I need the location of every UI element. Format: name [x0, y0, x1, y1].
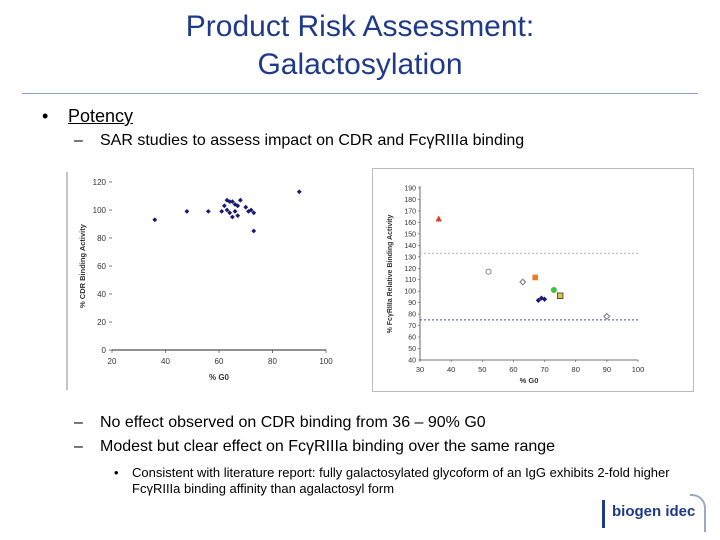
- dash-marker: –: [74, 132, 83, 149]
- fcgr-data-point-open-1: [485, 268, 492, 275]
- y-tick-label: 120: [93, 178, 107, 187]
- y-tick-label: 60: [408, 335, 416, 342]
- y-tick-label: 130: [404, 254, 416, 261]
- literature-text: Consistent with literature report: fully…: [132, 465, 670, 496]
- cdr-data-point: [227, 210, 233, 216]
- fcgr-data-point-open-2: [519, 278, 527, 286]
- y-tick-label: 190: [404, 186, 416, 193]
- x-tick-label: 70: [540, 365, 548, 374]
- x-axis-title: % G0: [520, 376, 539, 385]
- cdr-data-point: [205, 209, 211, 214]
- logo-arc: [690, 494, 706, 532]
- fcgr-data-point-orange: [532, 274, 539, 281]
- biogen-idec-logo: biogen idec: [602, 494, 706, 532]
- cdr-data-point: [219, 209, 225, 214]
- fcgr-data-point-yellow: [556, 292, 564, 299]
- cdr-data-point: [243, 204, 249, 210]
- x-tick-label: 80: [572, 365, 580, 374]
- cdr-data-point: [232, 209, 238, 214]
- x-tick-label: 30: [416, 365, 424, 374]
- cdr-data-point: [224, 207, 230, 213]
- y-tick-label: 180: [404, 197, 416, 204]
- x-tick-label: 50: [478, 365, 486, 374]
- cdr-data-point: [248, 207, 254, 213]
- cdr-data-point: [251, 228, 257, 234]
- sub-bullet-sar-text: SAR studies to assess impact on CDR and …: [100, 132, 525, 149]
- x-tick-label: 40: [447, 365, 455, 374]
- cdr-data-point: [184, 209, 190, 214]
- y-tick-label: 80: [97, 234, 106, 243]
- y-tick-label: 150: [404, 231, 416, 238]
- y-tick-label: 170: [404, 208, 416, 215]
- x-tick-label: 100: [319, 357, 333, 366]
- y-tick-label: 100: [404, 289, 416, 296]
- bullet-potency-text: Potency: [68, 106, 134, 126]
- sub-bullet-cdr-effect-text: No effect observed on CDR binding from 3…: [100, 414, 486, 431]
- sub-bullet-fcgr-effect: – Modest but clear effect on FcγRIIIa bin…: [74, 438, 555, 456]
- cdr-data-point: [152, 217, 158, 223]
- chart-frame: [372, 168, 694, 392]
- x-tick-label: 100: [632, 365, 645, 374]
- x-tick-label: 90: [603, 365, 611, 374]
- y-tick-label: 50: [408, 346, 416, 353]
- fcgr-data-point-navy: [538, 295, 545, 301]
- y-tick-label: 0: [102, 346, 107, 355]
- y-tick-label: 100: [93, 206, 107, 215]
- sub-sub-bullet-literature: • Consistent with literature report: ful…: [114, 465, 674, 497]
- dash-marker: –: [74, 438, 83, 455]
- dash-marker: –: [74, 414, 83, 431]
- sub-bullet-fcgr-effect-text: Modest but clear effect on FcγRIIIa bind…: [100, 438, 556, 455]
- fcgr-chart-container: 40 50 60 70 80 90 100 110 120 130 140 150 160 170 180 1…: [372, 168, 694, 392]
- y-tick-label: 70: [408, 323, 416, 330]
- y-tick-label: 80: [408, 312, 416, 319]
- y-axis-title: % FcγRIIIa Relative Binding Activity: [387, 215, 394, 334]
- x-tick-label: 60: [509, 365, 517, 374]
- cdr-data-point: [296, 189, 302, 195]
- cdr-data-point: [235, 213, 241, 218]
- sub-bullet-cdr-effect: – No effect observed on CDR binding from …: [74, 414, 486, 432]
- x-tick-label: 20: [108, 357, 117, 366]
- cdr-data-point: [221, 203, 227, 209]
- fcgr-binding-chart: 40 50 60 70 80 90 100 110 120 130 140 150 160 170 180 1…: [372, 168, 694, 392]
- x-tick-label: 40: [161, 357, 170, 366]
- y-tick-label: 160: [404, 220, 416, 227]
- y-axis-title: % CDR Binding Activity: [78, 223, 87, 308]
- cdr-data-point: [229, 214, 235, 220]
- y-tick-label: 20: [97, 318, 106, 327]
- cdr-data-point: [224, 197, 230, 203]
- y-tick-label: 90: [408, 300, 416, 307]
- logo-bar: [602, 500, 605, 528]
- title-divider: [22, 93, 698, 94]
- cdr-data-point: [238, 197, 243, 203]
- slide-title: Product Risk Assessment: Galactosylation: [0, 8, 720, 84]
- y-tick-label: 60: [97, 262, 106, 271]
- y-tick-label: 40: [408, 358, 416, 365]
- y-tick-label: 40: [97, 290, 106, 299]
- fcgr-data-point-red: [435, 215, 442, 222]
- bullet-marker: •: [42, 106, 49, 126]
- x-axis-title: % G0: [209, 373, 230, 382]
- fcgr-data-point-open-3: [603, 312, 611, 320]
- x-tick-label: 60: [215, 357, 224, 366]
- cdr-chart-container: 0 20 40 60 80 100 120 20 40 60 80 100% G0% CDR Bind…: [66, 166, 366, 392]
- bullet-potency: • Potency: [42, 106, 133, 127]
- y-tick-label: 140: [404, 243, 416, 250]
- title-line-1: Product Risk Assessment:: [185, 10, 535, 43]
- fcgr-data-point-green: [550, 287, 557, 294]
- sub-bullet-sar: – SAR studies to assess impact on CDR and…: [74, 132, 524, 150]
- y-tick-label: 120: [404, 266, 416, 273]
- y-tick-label: 110: [405, 277, 416, 284]
- bullet-marker: •: [114, 465, 119, 480]
- x-tick-label: 80: [268, 357, 277, 366]
- cdr-data-point: [235, 203, 241, 209]
- logo-text: biogen idec: [612, 503, 696, 520]
- title-line-2: Galactosylation: [257, 48, 463, 81]
